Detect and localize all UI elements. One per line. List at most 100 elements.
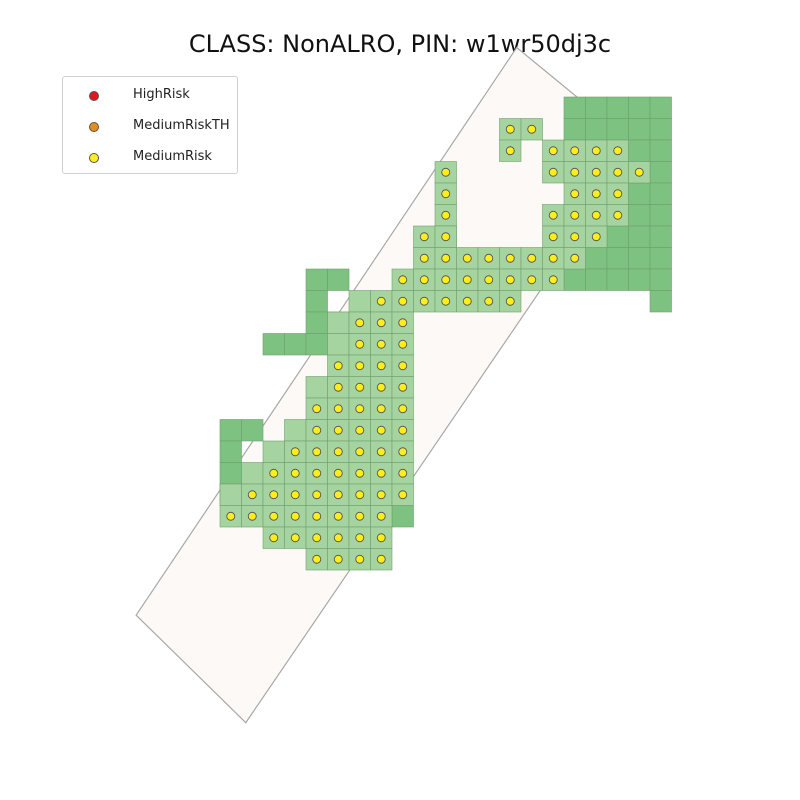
grid-cell-dark: [606, 96, 629, 119]
risk-point-mediumrisk: [355, 404, 365, 414]
grid-cell-dark: [284, 333, 307, 356]
risk-point-mediumrisk: [613, 167, 623, 177]
risk-point-mediumrisk: [355, 533, 365, 543]
risk-point-mediumrisk: [398, 468, 408, 478]
grid-cell-dark: [649, 204, 672, 227]
risk-point-mediumrisk: [355, 490, 365, 500]
risk-point-mediumrisk: [548, 275, 558, 285]
grid-cell-light: [327, 333, 350, 356]
risk-point-mediumrisk: [591, 232, 601, 242]
risk-point-mediumrisk: [570, 210, 580, 220]
risk-point-mediumrisk: [441, 189, 451, 199]
grid-cell-light: [305, 376, 328, 399]
risk-point-mediumrisk: [591, 167, 601, 177]
risk-point-mediumrisk: [376, 404, 386, 414]
grid-cell-dark: [327, 268, 350, 291]
risk-point-mediumrisk: [419, 232, 429, 242]
risk-point-mediumrisk: [570, 167, 580, 177]
risk-point-mediumrisk: [290, 511, 300, 521]
grid-cell-dark: [628, 247, 651, 270]
risk-point-mediumrisk: [484, 296, 494, 306]
grid-cell-dark: [649, 139, 672, 162]
risk-point-mediumrisk: [247, 490, 257, 500]
risk-point-mediumrisk: [355, 447, 365, 457]
risk-point-mediumrisk: [376, 447, 386, 457]
risk-point-mediumrisk: [634, 167, 644, 177]
risk-point-mediumrisk: [398, 404, 408, 414]
legend-item-mediumrisk: MediumRisk: [63, 148, 237, 168]
risk-point-mediumrisk: [419, 296, 429, 306]
risk-point-mediumrisk: [398, 425, 408, 435]
legend-marker-highrisk: [89, 91, 99, 101]
grid-cell-dark: [219, 419, 242, 442]
risk-point-mediumrisk: [290, 468, 300, 478]
risk-point-mediumrisk: [462, 275, 472, 285]
risk-point-mediumrisk: [548, 210, 558, 220]
risk-point-mediumrisk: [484, 275, 494, 285]
risk-point-mediumrisk: [312, 404, 322, 414]
risk-point-mediumrisk: [269, 490, 279, 500]
grid-cell-dark: [628, 268, 651, 291]
grid-cell-light: [262, 440, 285, 463]
grid-cell-light: [241, 462, 264, 485]
risk-point-mediumrisk: [441, 275, 451, 285]
grid-cell-dark: [219, 462, 242, 485]
risk-point-mediumrisk: [548, 232, 558, 242]
risk-point-mediumrisk: [376, 533, 386, 543]
grid-cell-dark: [305, 268, 328, 291]
grid-cell-dark: [585, 247, 608, 270]
grid-cell-light: [348, 290, 371, 313]
grid-cell-dark: [649, 225, 672, 248]
risk-point-mediumrisk: [376, 339, 386, 349]
risk-point-mediumrisk: [355, 318, 365, 328]
risk-point-mediumrisk: [290, 533, 300, 543]
grid-cell-dark: [606, 268, 629, 291]
risk-point-mediumrisk: [333, 554, 343, 564]
grid-cell-dark: [628, 139, 651, 162]
risk-point-mediumrisk: [376, 511, 386, 521]
risk-point-mediumrisk: [269, 511, 279, 521]
risk-point-mediumrisk: [441, 210, 451, 220]
risk-point-mediumrisk: [333, 447, 343, 457]
risk-point-mediumrisk: [333, 382, 343, 392]
risk-point-mediumrisk: [376, 425, 386, 435]
risk-point-mediumrisk: [462, 253, 472, 263]
risk-point-mediumrisk: [312, 511, 322, 521]
risk-point-mediumrisk: [548, 253, 558, 263]
risk-point-mediumrisk: [419, 253, 429, 263]
grid-cell-dark: [563, 118, 586, 141]
legend-label-mediumrisk: MediumRisk: [133, 149, 212, 164]
risk-point-mediumrisk: [570, 189, 580, 199]
legend-label-mediumriskth: MediumRiskTH: [133, 118, 230, 133]
risk-point-mediumrisk: [591, 146, 601, 156]
risk-point-mediumrisk: [548, 167, 558, 177]
risk-point-mediumrisk: [527, 275, 537, 285]
risk-point-mediumrisk: [269, 533, 279, 543]
risk-point-mediumrisk: [441, 232, 451, 242]
risk-point-mediumrisk: [398, 296, 408, 306]
risk-point-mediumrisk: [355, 554, 365, 564]
grid-cell-dark: [649, 247, 672, 270]
risk-point-mediumrisk: [591, 189, 601, 199]
risk-point-mediumrisk: [376, 318, 386, 328]
risk-point-mediumrisk: [570, 232, 580, 242]
grid-cell-dark: [649, 161, 672, 184]
risk-point-mediumrisk: [376, 296, 386, 306]
risk-point-mediumrisk: [398, 490, 408, 500]
risk-point-mediumrisk: [312, 490, 322, 500]
risk-point-mediumrisk: [355, 468, 365, 478]
risk-point-mediumrisk: [355, 361, 365, 371]
grid-cell-dark: [606, 247, 629, 270]
grid-cell-dark: [305, 333, 328, 356]
risk-point-mediumrisk: [441, 253, 451, 263]
grid-cell-dark: [606, 225, 629, 248]
risk-point-mediumrisk: [355, 339, 365, 349]
risk-point-mediumrisk: [613, 210, 623, 220]
grid-cell-dark: [649, 268, 672, 291]
risk-point-mediumrisk: [333, 425, 343, 435]
risk-point-mediumrisk: [376, 382, 386, 392]
risk-point-mediumrisk: [312, 533, 322, 543]
risk-point-mediumrisk: [613, 189, 623, 199]
grid-cell-dark: [585, 268, 608, 291]
grid-cell-dark: [649, 182, 672, 205]
